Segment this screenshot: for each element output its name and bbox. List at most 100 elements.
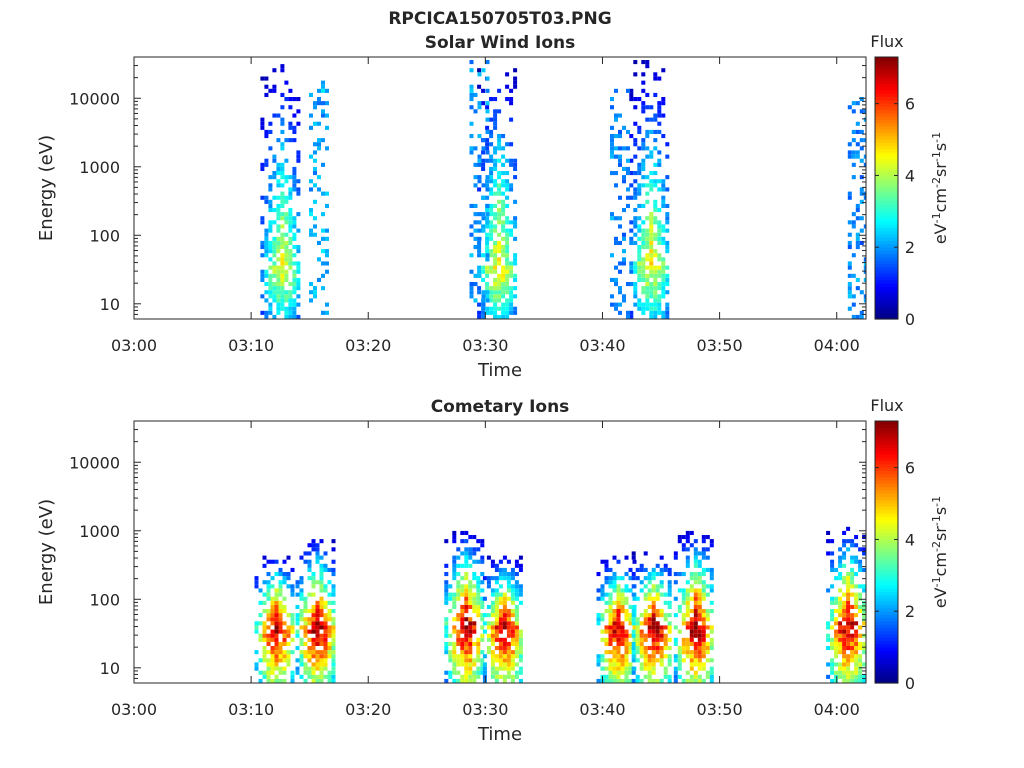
data-cell xyxy=(645,302,650,307)
data-cell xyxy=(645,92,650,97)
data-cell xyxy=(485,273,490,278)
data-cell xyxy=(262,658,267,663)
data-cell xyxy=(858,592,863,597)
data-cell xyxy=(600,559,605,564)
data-cell xyxy=(851,129,856,134)
data-cell xyxy=(689,650,694,655)
data-cell xyxy=(631,555,636,560)
data-cell xyxy=(502,662,507,667)
data-cell xyxy=(331,678,336,683)
data-cell xyxy=(313,290,317,295)
data-cell xyxy=(498,658,503,663)
data-cell xyxy=(633,72,638,77)
data-cell xyxy=(649,286,654,291)
data-cell xyxy=(501,162,506,167)
data-cell xyxy=(272,88,277,93)
data-cell xyxy=(502,666,507,671)
data-cell xyxy=(477,212,482,217)
data-cell xyxy=(665,142,670,147)
data-cell xyxy=(697,625,702,630)
data-cell xyxy=(624,555,629,560)
data-cell xyxy=(612,670,617,675)
data-cell xyxy=(497,187,502,192)
data-cell xyxy=(288,138,293,143)
data-cell xyxy=(842,666,847,671)
data-cell xyxy=(444,650,449,655)
data-cell xyxy=(624,650,629,655)
data-cell xyxy=(667,662,672,667)
data-cell xyxy=(838,650,843,655)
data-cell xyxy=(473,245,478,250)
data-cell xyxy=(276,286,281,291)
data-cell xyxy=(280,216,285,221)
data-cell xyxy=(509,290,514,295)
data-cell xyxy=(464,559,469,564)
data-cell xyxy=(489,97,494,102)
data-cell xyxy=(834,567,839,572)
data-cell xyxy=(701,584,706,589)
data-cell xyxy=(854,596,859,601)
data-cell xyxy=(854,559,859,564)
data-cell xyxy=(677,674,682,679)
data-cell xyxy=(292,171,297,176)
data-cell xyxy=(653,269,658,274)
data-cell xyxy=(655,588,660,593)
data-cell xyxy=(626,195,630,200)
data-cell xyxy=(862,674,866,679)
data-cell xyxy=(620,604,625,609)
data-cell xyxy=(262,621,267,626)
data-cell xyxy=(510,592,515,597)
data-cell xyxy=(854,555,859,560)
data-cell xyxy=(600,588,605,593)
data-cell xyxy=(292,129,297,134)
data-cell xyxy=(635,650,640,655)
data-cell xyxy=(303,600,308,605)
data-cell xyxy=(681,617,686,622)
data-cell xyxy=(604,580,609,585)
data-cell xyxy=(846,547,851,552)
data-cell xyxy=(502,604,507,609)
data-cell xyxy=(501,191,506,196)
colorbar-title: Flux xyxy=(870,396,903,415)
data-cell xyxy=(497,298,502,303)
data-cell xyxy=(498,637,503,642)
data-cell xyxy=(655,584,660,589)
data-cell xyxy=(705,625,710,630)
data-cell xyxy=(456,555,461,560)
data-cell xyxy=(620,629,625,634)
data-cell xyxy=(480,613,485,618)
data-cell xyxy=(665,290,670,295)
data-cell xyxy=(709,609,714,614)
data-cell xyxy=(272,68,277,73)
data-cell xyxy=(653,183,658,188)
data-cell xyxy=(614,117,618,122)
data-cell xyxy=(850,678,855,683)
data-cell xyxy=(631,621,636,626)
data-cell xyxy=(307,674,312,679)
data-cell xyxy=(509,97,514,102)
data-cell xyxy=(631,609,636,614)
data-cell xyxy=(649,240,654,245)
colorbar-cell xyxy=(875,607,898,612)
data-cell xyxy=(673,674,678,679)
data-cell xyxy=(493,306,498,311)
data-cell xyxy=(657,113,662,118)
data-cell xyxy=(510,650,515,655)
data-cell xyxy=(701,555,706,560)
data-cell xyxy=(284,97,289,102)
data-cell xyxy=(513,257,518,262)
data-cell xyxy=(481,265,486,270)
data-cell xyxy=(514,670,519,675)
data-cell xyxy=(701,625,706,630)
data-cell xyxy=(309,290,313,295)
data-cell xyxy=(673,641,678,646)
data-cell xyxy=(643,658,648,663)
data-cell xyxy=(506,646,511,651)
data-cell xyxy=(280,212,285,217)
data-cell xyxy=(639,662,644,667)
data-cell xyxy=(863,257,866,262)
colorbar-cell xyxy=(875,483,898,488)
data-cell xyxy=(509,88,514,93)
data-cell xyxy=(850,555,855,560)
data-cell xyxy=(657,257,662,262)
